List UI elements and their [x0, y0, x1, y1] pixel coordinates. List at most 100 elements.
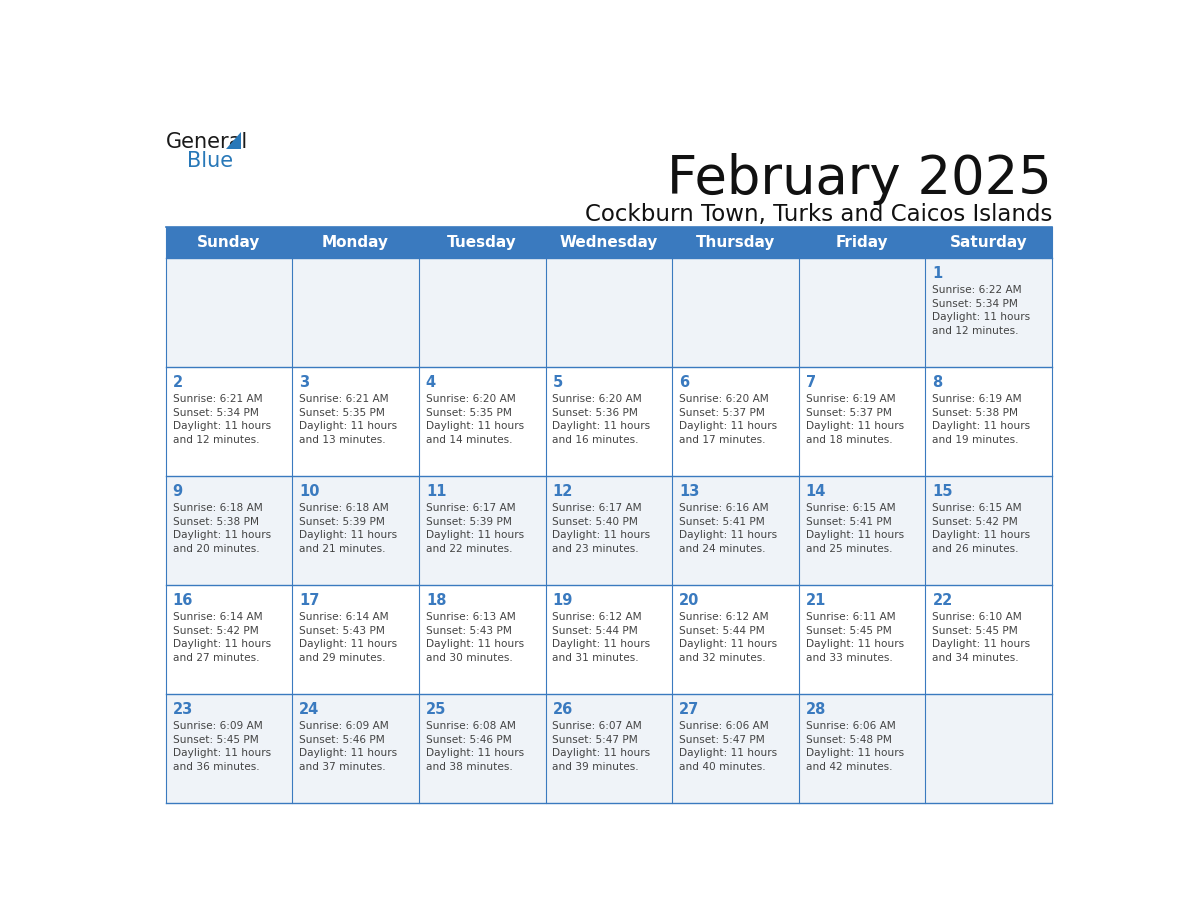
Text: 14: 14	[805, 484, 826, 498]
Text: Daylight: 11 hours: Daylight: 11 hours	[805, 639, 904, 649]
Text: Sunset: 5:41 PM: Sunset: 5:41 PM	[805, 517, 891, 527]
Text: 3: 3	[299, 375, 309, 390]
Text: and 12 minutes.: and 12 minutes.	[172, 435, 259, 445]
Text: Sunrise: 6:10 AM: Sunrise: 6:10 AM	[933, 612, 1022, 622]
Text: Sunset: 5:35 PM: Sunset: 5:35 PM	[299, 408, 385, 418]
Text: Daylight: 11 hours: Daylight: 11 hours	[680, 531, 777, 541]
Bar	[165, 476, 1053, 585]
Text: Sunrise: 6:15 AM: Sunrise: 6:15 AM	[933, 503, 1022, 513]
Text: and 38 minutes.: and 38 minutes.	[425, 762, 512, 772]
Text: and 37 minutes.: and 37 minutes.	[299, 762, 386, 772]
Text: 1: 1	[933, 265, 943, 281]
Text: Sunrise: 6:09 AM: Sunrise: 6:09 AM	[299, 722, 388, 732]
Text: and 14 minutes.: and 14 minutes.	[425, 435, 512, 445]
Text: Sunrise: 6:12 AM: Sunrise: 6:12 AM	[680, 612, 769, 622]
Text: and 31 minutes.: and 31 minutes.	[552, 653, 639, 663]
Text: Sunset: 5:41 PM: Sunset: 5:41 PM	[680, 517, 765, 527]
Text: 28: 28	[805, 702, 826, 717]
Text: Sunrise: 6:11 AM: Sunrise: 6:11 AM	[805, 612, 896, 622]
Text: 19: 19	[552, 593, 573, 608]
Text: Sunset: 5:38 PM: Sunset: 5:38 PM	[933, 408, 1018, 418]
Text: Sunset: 5:46 PM: Sunset: 5:46 PM	[425, 735, 512, 744]
Text: and 27 minutes.: and 27 minutes.	[172, 653, 259, 663]
Text: and 13 minutes.: and 13 minutes.	[299, 435, 386, 445]
Bar	[165, 585, 1053, 694]
Text: and 36 minutes.: and 36 minutes.	[172, 762, 259, 772]
Text: Wednesday: Wednesday	[560, 235, 658, 250]
Text: Sunrise: 6:06 AM: Sunrise: 6:06 AM	[805, 722, 896, 732]
Text: Sunrise: 6:08 AM: Sunrise: 6:08 AM	[425, 722, 516, 732]
Text: Sunrise: 6:21 AM: Sunrise: 6:21 AM	[299, 395, 388, 404]
Text: Sunrise: 6:18 AM: Sunrise: 6:18 AM	[299, 503, 388, 513]
Text: 17: 17	[299, 593, 320, 608]
Text: Sunset: 5:42 PM: Sunset: 5:42 PM	[172, 626, 258, 636]
Text: 6: 6	[680, 375, 689, 390]
Text: 4: 4	[425, 375, 436, 390]
Text: Sunset: 5:36 PM: Sunset: 5:36 PM	[552, 408, 638, 418]
Text: Sunset: 5:45 PM: Sunset: 5:45 PM	[172, 735, 258, 744]
Text: Sunset: 5:39 PM: Sunset: 5:39 PM	[425, 517, 512, 527]
Text: Sunrise: 6:20 AM: Sunrise: 6:20 AM	[552, 395, 643, 404]
Text: 11: 11	[425, 484, 447, 498]
Text: Daylight: 11 hours: Daylight: 11 hours	[552, 421, 651, 431]
Text: Daylight: 11 hours: Daylight: 11 hours	[680, 421, 777, 431]
Text: Daylight: 11 hours: Daylight: 11 hours	[425, 421, 524, 431]
Text: Sunset: 5:44 PM: Sunset: 5:44 PM	[552, 626, 638, 636]
Text: Thursday: Thursday	[696, 235, 776, 250]
Text: Daylight: 11 hours: Daylight: 11 hours	[933, 312, 1031, 322]
Text: Sunrise: 6:17 AM: Sunrise: 6:17 AM	[552, 503, 643, 513]
Text: 13: 13	[680, 484, 700, 498]
Text: Daylight: 11 hours: Daylight: 11 hours	[299, 531, 397, 541]
Text: Daylight: 11 hours: Daylight: 11 hours	[805, 421, 904, 431]
Polygon shape	[226, 132, 241, 150]
Text: and 32 minutes.: and 32 minutes.	[680, 653, 766, 663]
Text: Daylight: 11 hours: Daylight: 11 hours	[680, 639, 777, 649]
Text: Sunrise: 6:14 AM: Sunrise: 6:14 AM	[299, 612, 388, 622]
Text: Sunrise: 6:20 AM: Sunrise: 6:20 AM	[425, 395, 516, 404]
Text: 5: 5	[552, 375, 563, 390]
Text: Cockburn Town, Turks and Caicos Islands: Cockburn Town, Turks and Caicos Islands	[584, 203, 1053, 226]
Text: 16: 16	[172, 593, 192, 608]
Text: Sunset: 5:47 PM: Sunset: 5:47 PM	[552, 735, 638, 744]
Text: Daylight: 11 hours: Daylight: 11 hours	[552, 639, 651, 649]
Text: Sunrise: 6:20 AM: Sunrise: 6:20 AM	[680, 395, 769, 404]
Text: Daylight: 11 hours: Daylight: 11 hours	[933, 531, 1031, 541]
Text: Sunset: 5:46 PM: Sunset: 5:46 PM	[299, 735, 385, 744]
Text: and 20 minutes.: and 20 minutes.	[172, 543, 259, 554]
Text: Sunrise: 6:21 AM: Sunrise: 6:21 AM	[172, 395, 263, 404]
Text: Tuesday: Tuesday	[448, 235, 517, 250]
Text: Sunset: 5:37 PM: Sunset: 5:37 PM	[805, 408, 892, 418]
Text: Sunrise: 6:07 AM: Sunrise: 6:07 AM	[552, 722, 643, 732]
Text: Sunrise: 6:12 AM: Sunrise: 6:12 AM	[552, 612, 643, 622]
Text: Sunrise: 6:19 AM: Sunrise: 6:19 AM	[805, 395, 896, 404]
Text: February 2025: February 2025	[668, 152, 1053, 205]
Text: Daylight: 11 hours: Daylight: 11 hours	[299, 639, 397, 649]
Text: and 22 minutes.: and 22 minutes.	[425, 543, 512, 554]
Text: Daylight: 11 hours: Daylight: 11 hours	[172, 639, 271, 649]
Text: 18: 18	[425, 593, 447, 608]
Text: Sunday: Sunday	[197, 235, 260, 250]
Text: Sunset: 5:34 PM: Sunset: 5:34 PM	[172, 408, 259, 418]
Text: 15: 15	[933, 484, 953, 498]
Text: and 26 minutes.: and 26 minutes.	[933, 543, 1019, 554]
Text: 9: 9	[172, 484, 183, 498]
Text: and 23 minutes.: and 23 minutes.	[552, 543, 639, 554]
Text: 21: 21	[805, 593, 826, 608]
Text: Daylight: 11 hours: Daylight: 11 hours	[172, 748, 271, 758]
Text: 10: 10	[299, 484, 320, 498]
Text: and 12 minutes.: and 12 minutes.	[933, 326, 1019, 336]
Text: 24: 24	[299, 702, 320, 717]
Text: Blue: Blue	[188, 151, 233, 172]
Text: and 17 minutes.: and 17 minutes.	[680, 435, 765, 445]
Text: Daylight: 11 hours: Daylight: 11 hours	[299, 421, 397, 431]
Text: and 39 minutes.: and 39 minutes.	[552, 762, 639, 772]
Text: Sunrise: 6:18 AM: Sunrise: 6:18 AM	[172, 503, 263, 513]
Text: Sunset: 5:34 PM: Sunset: 5:34 PM	[933, 299, 1018, 308]
Text: 12: 12	[552, 484, 573, 498]
Text: and 16 minutes.: and 16 minutes.	[552, 435, 639, 445]
Text: and 34 minutes.: and 34 minutes.	[933, 653, 1019, 663]
Text: Daylight: 11 hours: Daylight: 11 hours	[299, 748, 397, 758]
Text: Sunrise: 6:09 AM: Sunrise: 6:09 AM	[172, 722, 263, 732]
Text: Sunset: 5:45 PM: Sunset: 5:45 PM	[933, 626, 1018, 636]
Text: Daylight: 11 hours: Daylight: 11 hours	[425, 531, 524, 541]
